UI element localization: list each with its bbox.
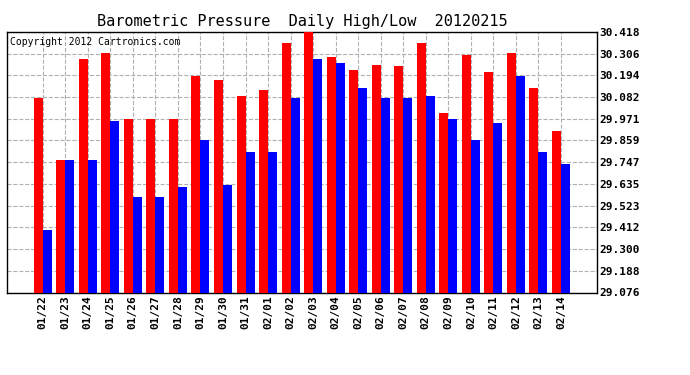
Bar (381, 98, 390, 292)
Bar (516, 76, 525, 292)
Bar (268, 152, 277, 292)
Bar (403, 98, 413, 292)
Bar (349, 70, 358, 292)
Title: Barometric Pressure  Daily High/Low  20120215: Barometric Pressure Daily High/Low 20120… (97, 14, 507, 29)
Bar (440, 113, 449, 292)
Bar (538, 152, 547, 292)
Bar (552, 130, 561, 292)
Bar (471, 140, 480, 292)
Bar (282, 43, 290, 292)
Bar (66, 160, 75, 292)
Bar (237, 96, 246, 292)
Bar (426, 96, 435, 292)
Bar (178, 187, 187, 292)
Bar (394, 66, 403, 292)
Bar (462, 55, 471, 292)
Bar (246, 152, 255, 292)
Bar (133, 196, 142, 292)
Bar (201, 140, 210, 292)
Bar (493, 123, 502, 292)
Bar (561, 164, 570, 292)
Bar (88, 160, 97, 292)
Bar (313, 58, 322, 292)
Bar (124, 119, 133, 292)
Bar (529, 88, 538, 292)
Bar (43, 230, 52, 292)
Bar (169, 119, 178, 292)
Bar (101, 53, 110, 292)
Bar (155, 196, 164, 292)
Text: Copyright 2012 Cartronics.com: Copyright 2012 Cartronics.com (10, 37, 180, 47)
Bar (146, 119, 155, 292)
Bar (57, 160, 66, 292)
Bar (372, 64, 381, 292)
Bar (335, 63, 345, 292)
Bar (358, 88, 367, 292)
Bar (191, 76, 201, 292)
Bar (304, 32, 313, 292)
Bar (507, 53, 516, 292)
Bar (223, 185, 232, 292)
Bar (259, 90, 268, 292)
Bar (290, 98, 299, 292)
Bar (110, 121, 119, 292)
Bar (448, 119, 457, 292)
Bar (326, 57, 335, 292)
Bar (34, 98, 43, 292)
Bar (214, 80, 223, 292)
Bar (79, 58, 88, 292)
Bar (484, 72, 493, 292)
Bar (417, 43, 426, 292)
